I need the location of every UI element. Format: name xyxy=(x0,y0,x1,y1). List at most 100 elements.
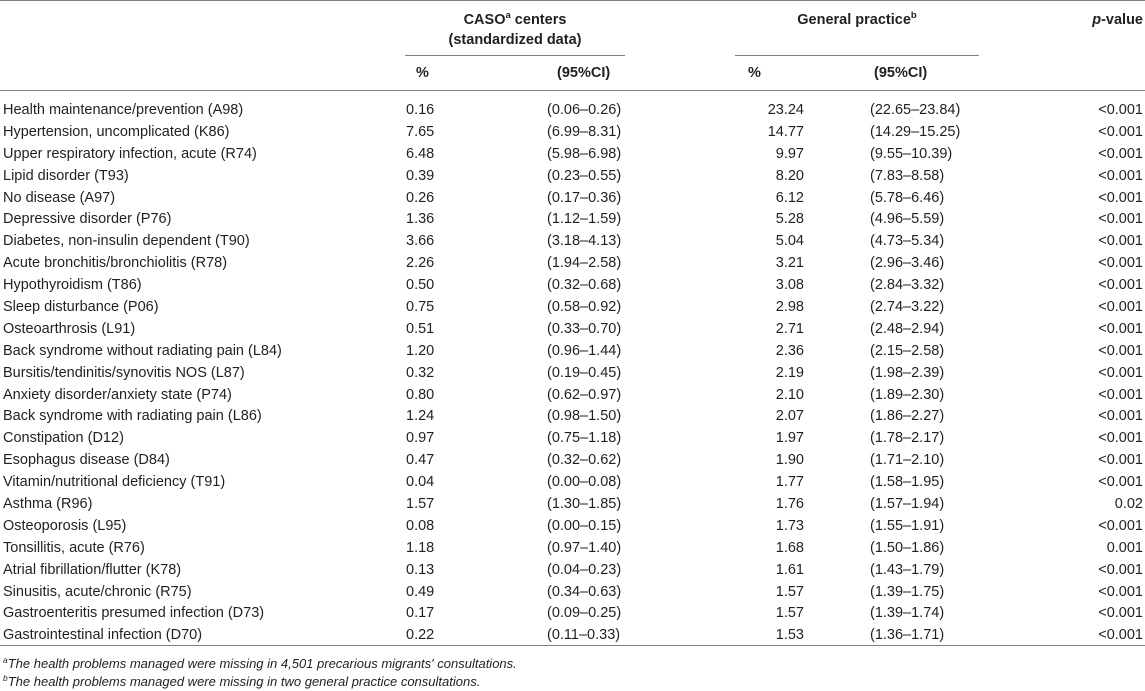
gp-percent-cell: 5.04 xyxy=(775,233,804,250)
caso-ci-cell: (0.97–1.40) xyxy=(547,539,622,556)
caso-ci-cell: (6.99–8.31) xyxy=(547,123,622,140)
row-label: Acute bronchitis/bronchiolitis (R78) xyxy=(3,255,228,272)
gp-percent-cell: 23.24 xyxy=(767,102,804,118)
general-practice-column-header: General practiceb xyxy=(797,10,917,28)
table-row: Esophagus disease (D84) 0.47 (0.32–0.62) 1.… xyxy=(0,450,1145,472)
caso-ci-cell: (0.34–0.63) xyxy=(547,583,622,600)
gp-ci-cell: (1.50–1.86) xyxy=(870,539,945,556)
p-value-cell: 0.001 xyxy=(1106,539,1143,556)
caso-percent-cell: 6.48 xyxy=(406,145,435,162)
caso-percent-subheader: % xyxy=(416,65,429,81)
gp-ci-cell: (2.15–2.58) xyxy=(870,342,945,359)
gp-percent-cell: 2.07 xyxy=(775,408,804,425)
gp-ci-cell: (2.96–3.46) xyxy=(870,255,945,272)
row-label: Hypothyroidism (T86) xyxy=(3,277,142,294)
gp-ci-cell: (4.73–5.34) xyxy=(870,233,945,250)
table-row: Vitamin/nutritional deficiency (T91) 0.04… xyxy=(0,472,1145,494)
table-row: Gastrointestinal infection (D70) 0.22 (0.1… xyxy=(0,625,1145,647)
row-label: Back syndrome with radiating pain (L86) xyxy=(3,408,262,425)
caso-percent-cell: 0.22 xyxy=(406,627,435,644)
gp-ci-cell: (1.55–1.91) xyxy=(870,517,945,534)
gp-percent-cell: 1.77 xyxy=(775,474,804,491)
caso-ci-cell: (0.32–0.68) xyxy=(547,277,622,294)
p-value-cell: <0.001 xyxy=(1098,408,1143,425)
gp-ci-cell: (1.86–2.27) xyxy=(870,408,945,425)
gp-ci-cell: (22.65–23.84) xyxy=(870,102,961,118)
caso-percent-cell: 0.39 xyxy=(406,167,435,184)
caso-ci-cell: (0.58–0.92) xyxy=(547,299,622,316)
p-value-cell: <0.001 xyxy=(1098,561,1143,578)
p-value-cell: <0.001 xyxy=(1098,605,1143,622)
row-label: Sinusitis, acute/chronic (R75) xyxy=(3,583,192,600)
caso-ci-cell: (0.75–1.18) xyxy=(547,430,622,447)
gp-ci-cell: (1.89–2.30) xyxy=(870,386,945,403)
table-row: Upper respiratory infection, acute (R74)… xyxy=(0,144,1145,166)
caso-ci-cell: (0.33–0.70) xyxy=(547,320,622,337)
table-row: Lipid disorder (T93) 0.39 (0.23–0.55) 8.20 (… xyxy=(0,166,1145,188)
p-value-cell: <0.001 xyxy=(1098,386,1143,403)
caso-percent-cell: 0.50 xyxy=(406,277,435,294)
caso-percent-cell: 1.20 xyxy=(406,342,435,359)
caso-ci-cell: (0.98–1.50) xyxy=(547,408,622,425)
gp-ci-cell: (1.36–1.71) xyxy=(870,627,945,644)
row-label: Gastrointestinal infection (D70) xyxy=(3,627,203,644)
table-row: Sleep disturbance (P06) 0.75 (0.58–0.92) 2.… xyxy=(0,297,1145,319)
gp-percent-cell: 1.53 xyxy=(775,627,804,644)
row-label: Osteoporosis (L95) xyxy=(3,517,127,534)
caso-ci-cell: (0.17–0.36) xyxy=(547,189,622,206)
gp-percent-cell: 3.08 xyxy=(775,277,804,294)
gp-percent-cell: 1.57 xyxy=(775,583,804,600)
p-value-cell: <0.001 xyxy=(1098,583,1143,600)
caso-ci-cell: (3.18–4.13) xyxy=(547,233,622,250)
caso-percent-cell: 0.16 xyxy=(406,102,435,118)
p-value-cell: <0.001 xyxy=(1098,102,1143,118)
caso-percent-cell: 1.24 xyxy=(406,408,435,425)
p-value-cell: <0.001 xyxy=(1098,233,1143,250)
p-value-cell: <0.001 xyxy=(1098,167,1143,184)
caso-ci-cell: (0.23–0.55) xyxy=(547,167,622,184)
row-label: Back syndrome without radiating pain (L8… xyxy=(3,342,282,359)
gp-percent-cell: 8.20 xyxy=(775,167,804,184)
p-value-cell: <0.001 xyxy=(1098,299,1143,316)
caso-ci-cell: (0.19–0.45) xyxy=(547,364,622,381)
caso-ci-cell: (0.00–0.15) xyxy=(547,517,622,534)
gp-percent-cell: 1.57 xyxy=(775,605,804,622)
table-row: No disease (A97) 0.26 (0.17–0.36) 6.12 (5.78… xyxy=(0,188,1145,210)
caso-column-header: CASOa centers (standardized data) xyxy=(448,10,582,48)
row-label: Health maintenance/prevention (A98) xyxy=(3,102,244,118)
table-row: Depressive disorder (P76) 1.36 (1.12–1.59)… xyxy=(0,209,1145,231)
caso-percent-cell: 2.26 xyxy=(406,255,435,272)
caso-group-underline xyxy=(405,55,625,56)
table-top-rule xyxy=(0,0,1145,1)
table-row: Osteoarthrosis (L91) 0.51 (0.33–0.70) 2.71 (… xyxy=(0,319,1145,341)
gp-ci-cell: (1.78–2.17) xyxy=(870,430,945,447)
p-value-cell: <0.001 xyxy=(1098,320,1143,337)
caso-percent-cell: 1.18 xyxy=(406,539,435,556)
caso-ci-cell: (0.11–0.33) xyxy=(547,627,621,644)
caso-percent-cell: 7.65 xyxy=(406,123,435,140)
row-label: Sleep disturbance (P06) xyxy=(3,299,159,316)
row-label: Lipid disorder (T93) xyxy=(3,167,129,184)
gp-percent-cell: 2.10 xyxy=(775,386,804,403)
gp-percent-cell: 1.68 xyxy=(775,539,804,556)
caso-ci-subheader: (95%CI) xyxy=(557,65,611,81)
gp-group-underline xyxy=(735,55,979,56)
row-label: Hypertension, uncomplicated (K86) xyxy=(3,123,230,140)
p-value-cell: <0.001 xyxy=(1098,277,1143,294)
gp-ci-cell: (7.83–8.58) xyxy=(870,167,945,184)
row-label: No disease (A97) xyxy=(3,189,116,206)
p-value-column-header: p-value xyxy=(1092,12,1143,28)
caso-percent-cell: 0.49 xyxy=(406,583,435,600)
gp-ci-cell: (2.74–3.22) xyxy=(870,299,945,316)
caso-percent-cell: 0.26 xyxy=(406,189,435,206)
table-row: Sinusitis, acute/chronic (R75) 0.49 (0.34–… xyxy=(0,582,1145,604)
row-label: Vitamin/nutritional deficiency (T91) xyxy=(3,474,226,491)
p-value-cell: <0.001 xyxy=(1098,255,1143,272)
p-value-cell: 0.02 xyxy=(1114,496,1143,513)
caso-percent-cell: 0.17 xyxy=(406,605,435,622)
table-row: Anxiety disorder/anxiety state (P74) 0.80… xyxy=(0,385,1145,407)
table-row: Diabetes, non-insulin dependent (T90) 3.6… xyxy=(0,231,1145,253)
gp-ci-cell: (1.43–1.79) xyxy=(870,561,945,578)
footnote-b: bThe health problems managed were missin… xyxy=(3,673,481,689)
table-row: Tonsillitis, acute (R76) 1.18 (0.97–1.40) 1… xyxy=(0,538,1145,560)
